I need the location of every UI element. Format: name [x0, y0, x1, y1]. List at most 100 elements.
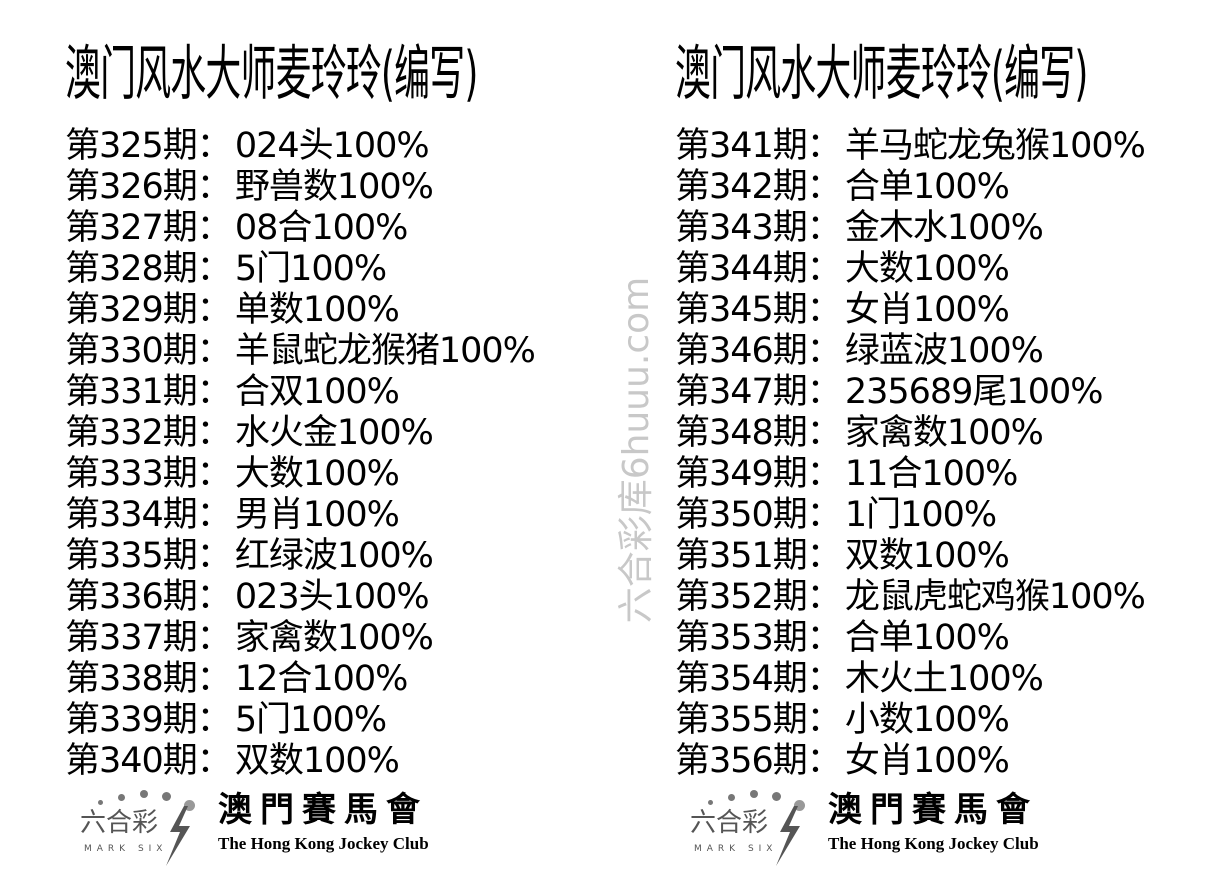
issue-label: 第355期： — [675, 700, 842, 740]
list-item: 第332期： 水火金100% — [65, 413, 535, 454]
list-item: 第351期： 双数100% — [675, 536, 1145, 577]
list-item: 第352期： 龙鼠虎蛇鸡猴100% — [675, 577, 1146, 618]
issue-label: 第332期： — [65, 413, 232, 453]
prediction-value: 双数100% — [234, 741, 400, 781]
prediction-value: 合单100% — [844, 167, 1010, 207]
list-item: 第329期： 单数100% — [65, 290, 535, 331]
mark-six-logo: 六合彩 — [80, 808, 159, 838]
list-item: 第337期： 家禽数100% — [65, 618, 535, 659]
list-item: 第355期： 小数100% — [675, 700, 1145, 741]
issue-label: 第340期： — [65, 741, 232, 781]
prediction-value: 大数100% — [844, 249, 1010, 289]
issue-label: 第329期： — [65, 290, 232, 330]
list-item: 第334期： 男肖100% — [65, 495, 535, 536]
prediction-value: 单数100% — [234, 290, 400, 330]
list-item: 第335期： 红绿波100% — [65, 536, 535, 577]
issue-label: 第348期： — [675, 413, 842, 453]
prediction-value: 绿蓝波100% — [844, 331, 1044, 371]
issue-label: 第338期： — [65, 659, 232, 699]
logo: 六合彩 MARK SIX 澳門賽馬會 The Hong Kong Jockey … — [690, 790, 1130, 870]
prediction-value: 小数100% — [844, 700, 1010, 740]
issue-label: 第347期： — [675, 372, 842, 412]
list-item: 第353期： 合单100% — [675, 618, 1145, 659]
list-item: 第356期： 女肖100% — [675, 741, 1145, 782]
list-item: 第342期： 合单100% — [675, 167, 1145, 208]
prediction-value: 08合100% — [234, 208, 409, 248]
issue-label: 第336期： — [65, 577, 232, 617]
lightning-icon — [166, 806, 190, 866]
page-title: 澳门风水大师麦玲玲(编写) — [65, 38, 478, 109]
list-item: 第328期： 5门100% — [65, 249, 535, 290]
prediction-value: 红绿波100% — [234, 536, 434, 576]
prediction-value: 木火土100% — [844, 659, 1044, 699]
issue-label: 第339期： — [65, 700, 232, 740]
issue-label: 第337期： — [65, 618, 232, 658]
issue-label: 第342期： — [675, 167, 842, 207]
prediction-value: 男肖100% — [234, 495, 400, 535]
mark-six-text: MARK SIX — [694, 844, 778, 854]
issue-label: 第325期： — [65, 126, 232, 166]
list-item: 第327期： 08合100% — [65, 208, 535, 249]
prediction-value: 家禽数100% — [234, 618, 434, 658]
prediction-value: 龙鼠虎蛇鸡猴100% — [844, 577, 1146, 617]
list-item: 第326期： 野兽数100% — [65, 167, 535, 208]
issue-label: 第349期： — [675, 454, 842, 494]
club-name-en: The Hong Kong Jockey Club — [218, 834, 429, 853]
list-item: 第330期： 羊鼠蛇龙猴猪100% — [65, 331, 536, 372]
club-name-cn: 澳門賽馬會 — [218, 790, 428, 830]
list-item: 第346期： 绿蓝波100% — [675, 331, 1145, 372]
prediction-value: 1门100% — [844, 495, 997, 535]
list-item: 第340期： 双数100% — [65, 741, 535, 782]
prediction-value: 羊马蛇龙兔猴100% — [844, 126, 1146, 166]
issue-label: 第330期： — [65, 331, 232, 371]
issue-label: 第345期： — [675, 290, 842, 330]
issue-label: 第352期： — [675, 577, 842, 617]
prediction-value: 水火金100% — [234, 413, 434, 453]
issue-label: 第327期： — [65, 208, 232, 248]
list-item: 第345期： 女肖100% — [675, 290, 1145, 331]
prediction-value: 235689尾100% — [844, 372, 1104, 412]
mark-six-logo: 六合彩 — [690, 808, 769, 838]
logo: 六合彩 MARK SIX 澳門賽馬會 The Hong Kong Jockey … — [80, 790, 520, 870]
prediction-value: 11合100% — [844, 454, 1019, 494]
watermark: 六合彩库6huuu.com — [616, 276, 657, 624]
prediction-value: 野兽数100% — [234, 167, 434, 207]
list-item: 第347期： 235689尾100% — [675, 372, 1145, 413]
right-rows: 第341期： 羊马蛇龙兔猴100% 第342期： 合单100% 第343期： 金木水100… — [675, 126, 1146, 782]
issue-label: 第353期： — [675, 618, 842, 658]
prediction-value: 大数100% — [234, 454, 400, 494]
list-item: 第343期： 金木水100% — [675, 208, 1145, 249]
issue-label: 第346期： — [675, 331, 842, 371]
mark-six-text: MARK SIX — [84, 844, 168, 854]
prediction-value: 女肖100% — [844, 290, 1010, 330]
list-item: 第341期： 羊马蛇龙兔猴100% — [675, 126, 1146, 167]
issue-label: 第351期： — [675, 536, 842, 576]
prediction-value: 家禽数100% — [844, 413, 1044, 453]
list-item: 第339期： 5门100% — [65, 700, 535, 741]
prediction-value: 5门100% — [234, 700, 387, 740]
issue-label: 第333期： — [65, 454, 232, 494]
list-item: 第333期： 大数100% — [65, 454, 535, 495]
issue-label: 第341期： — [675, 126, 842, 166]
prediction-value: 双数100% — [844, 536, 1010, 576]
prediction-value: 12合100% — [234, 659, 409, 699]
issue-label: 第356期： — [675, 741, 842, 781]
prediction-value: 024头100% — [234, 126, 430, 166]
issue-label: 第343期： — [675, 208, 842, 248]
lightning-icon — [776, 806, 800, 866]
issue-label: 第350期： — [675, 495, 842, 535]
list-item: 第354期： 木火土100% — [675, 659, 1145, 700]
prediction-value: 羊鼠蛇龙猴猪100% — [234, 331, 536, 371]
prediction-value: 5门100% — [234, 249, 387, 289]
prediction-value: 023头100% — [234, 577, 430, 617]
list-item: 第331期： 合双100% — [65, 372, 535, 413]
prediction-value: 合单100% — [844, 618, 1010, 658]
list-item: 第338期： 12合100% — [65, 659, 535, 700]
list-item: 第336期： 023头100% — [65, 577, 535, 618]
prediction-value: 合双100% — [234, 372, 400, 412]
prediction-value: 金木水100% — [844, 208, 1044, 248]
issue-label: 第331期： — [65, 372, 232, 412]
list-item: 第325期： 024头100% — [65, 126, 535, 167]
issue-label: 第344期： — [675, 249, 842, 289]
list-item: 第344期： 大数100% — [675, 249, 1145, 290]
